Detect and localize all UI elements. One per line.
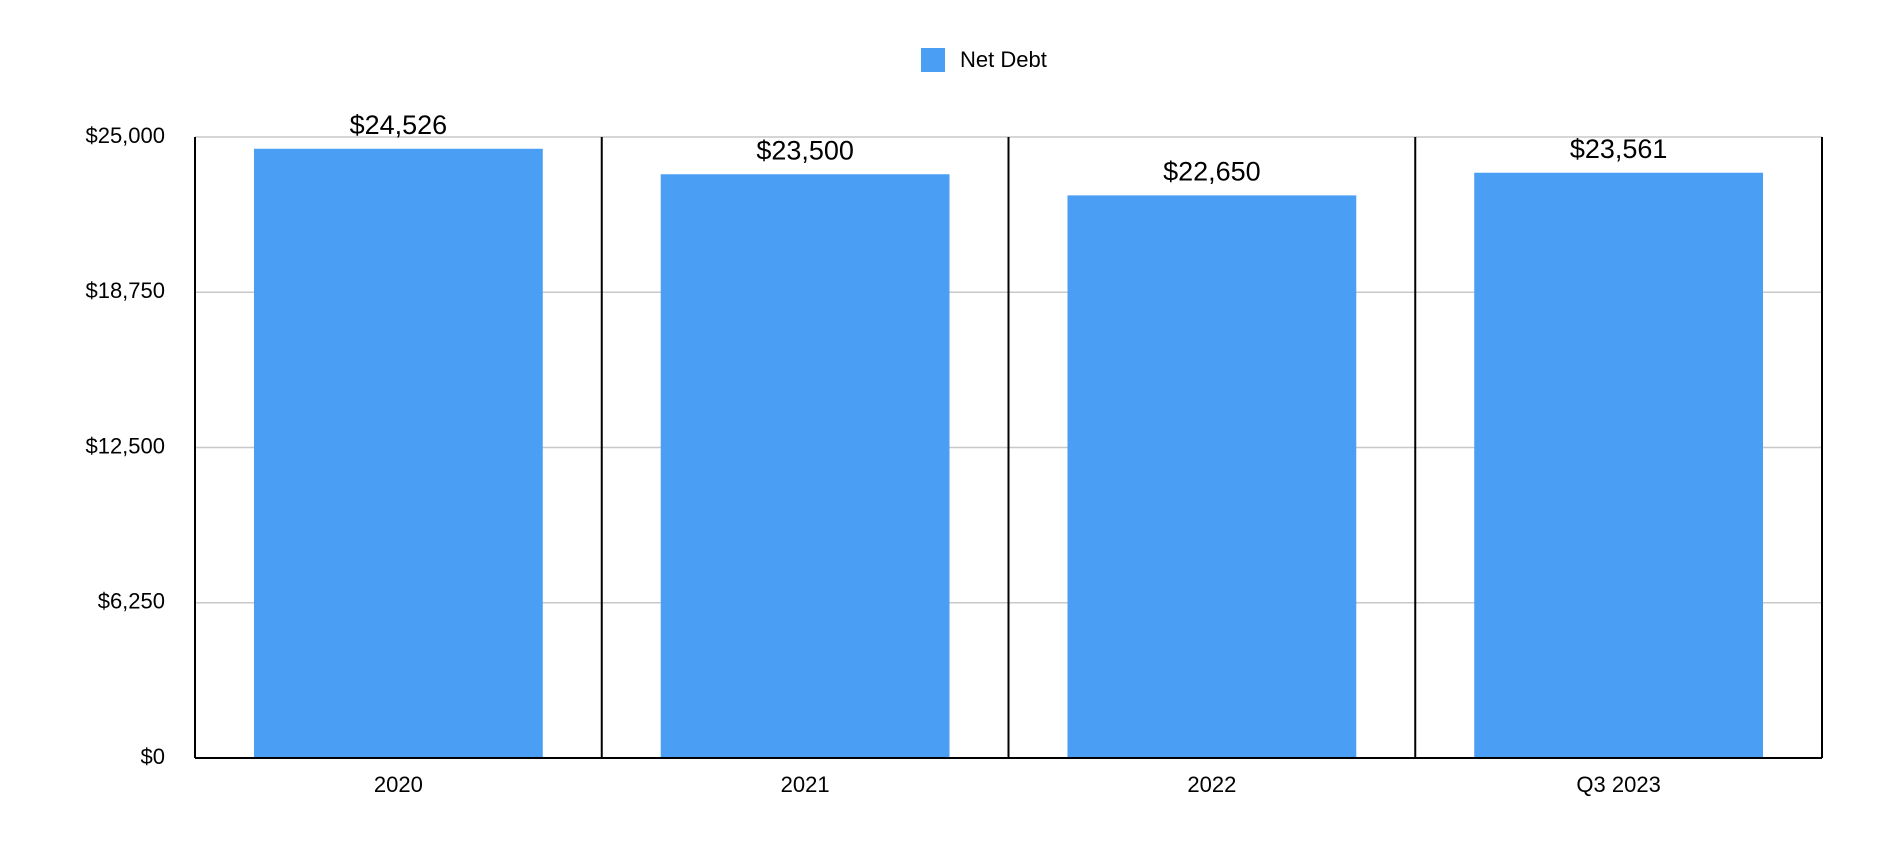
value-label: $23,561 [1570,134,1668,164]
legend-swatch [921,48,945,72]
x-tick-label: Q3 2023 [1576,772,1660,797]
x-tick-label: 2022 [1187,772,1236,797]
y-tick-label: $18,750 [85,278,165,303]
bar [660,174,950,758]
y-tick-label: $6,250 [98,589,165,614]
bar [253,148,543,758]
x-tick-label: 2021 [781,772,830,797]
value-label: $22,650 [1163,156,1261,186]
y-tick-label: $0 [141,744,165,769]
bar [1474,172,1764,759]
value-label: $23,500 [756,135,854,165]
x-tick-label: 2020 [374,772,423,797]
y-tick-label: $25,000 [85,123,165,148]
y-tick-label: $12,500 [85,433,165,458]
value-label: $24,526 [350,110,448,140]
bar [1067,195,1357,758]
legend-label: Net Debt [960,47,1047,72]
